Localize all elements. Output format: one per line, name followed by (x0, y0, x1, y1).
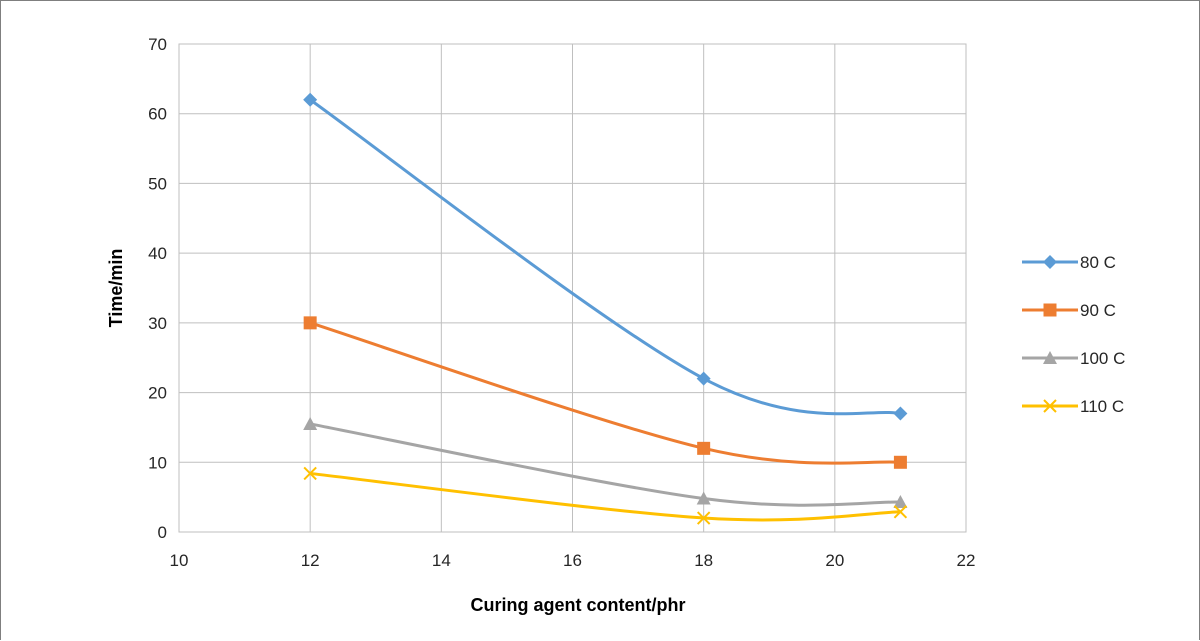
data-point-stroke (696, 511, 711, 525)
data-point-stroke (303, 466, 317, 481)
legend-marker (1043, 351, 1057, 364)
data-point (303, 466, 317, 481)
data-point (303, 92, 318, 107)
y-tick-label: 10 (148, 453, 167, 472)
x-tick-label: 14 (432, 551, 451, 570)
data-point (303, 416, 318, 430)
x-tick-label: 12 (301, 551, 320, 570)
y-tick-label: 20 (148, 384, 167, 403)
y-axis-title: Time/min (106, 249, 126, 328)
legend-label: 90 C (1080, 301, 1116, 320)
y-tick-label: 60 (148, 105, 167, 124)
series-line (309, 422, 901, 507)
legend-item: 90 C (1022, 301, 1116, 320)
series-line (309, 321, 901, 465)
legend-marker (1043, 399, 1057, 413)
data-point (696, 491, 711, 505)
legend-label: 100 C (1080, 349, 1125, 368)
data-point (893, 406, 908, 421)
x-axis-title: Curing agent content/phr (471, 595, 686, 615)
data-point (893, 505, 908, 519)
x-tick-label: 22 (957, 551, 976, 570)
x-tick-label: 18 (694, 551, 713, 570)
data-point (696, 371, 711, 386)
legend-marker (1043, 255, 1057, 269)
legend-marker-stroke (1043, 399, 1057, 413)
legend-item: 100 C (1022, 349, 1125, 368)
x-tick-label: 20 (825, 551, 844, 570)
y-tick-label: 30 (148, 314, 167, 333)
series-layer (303, 92, 908, 525)
data-point (893, 455, 907, 469)
series-0 (303, 92, 908, 421)
x-tick-label: 16 (563, 551, 582, 570)
y-tick-label: 70 (148, 35, 167, 54)
legend-label: 80 C (1080, 253, 1116, 272)
legend-item: 80 C (1022, 253, 1116, 272)
x-tick-label: 10 (170, 551, 189, 570)
series-line (309, 471, 901, 522)
data-point (303, 316, 317, 330)
x-axis-ticks: 10 12 14 16 18 20 22 (170, 551, 976, 570)
legend-item: 110 C (1022, 397, 1124, 416)
y-tick-label: 50 (148, 174, 167, 193)
data-point-stroke (893, 505, 908, 519)
y-tick-label: 40 (148, 244, 167, 263)
data-point (893, 495, 908, 509)
y-tick-label: 0 (158, 523, 167, 542)
data-point (697, 441, 711, 455)
legend-marker (1043, 303, 1057, 317)
series-2 (303, 416, 908, 509)
legend-label: 110 C (1080, 397, 1124, 416)
series-3 (303, 466, 908, 525)
series-line (309, 98, 901, 416)
series-1 (303, 316, 907, 469)
grid (178, 43, 967, 533)
y-axis-ticks: 0 10 20 30 40 50 60 70 (148, 35, 167, 542)
legend: 80 C 90 C 100 C 110 C (1022, 253, 1125, 416)
data-point (696, 511, 711, 525)
